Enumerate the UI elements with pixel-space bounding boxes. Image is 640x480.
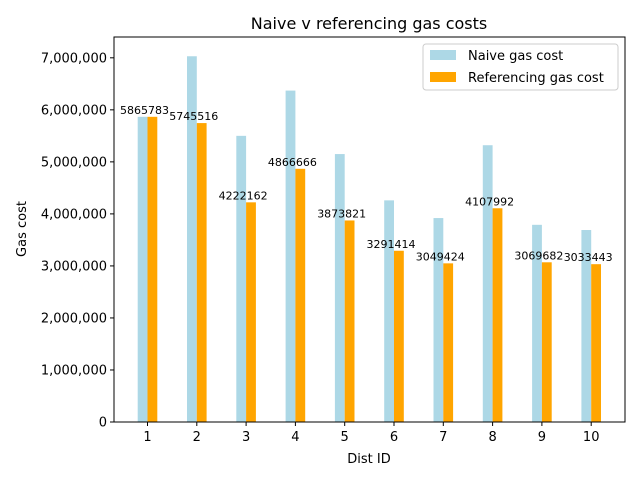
bar-naive-5 — [334, 154, 345, 422]
data-label-8: 4107992 — [465, 195, 514, 208]
bar-referencing-3 — [246, 202, 256, 422]
bar-naive-4 — [285, 90, 296, 422]
x-tick-label-2: 2 — [193, 430, 201, 445]
y-tick-label-2: 2,000,000 — [41, 311, 107, 326]
x-tick-label-8: 8 — [488, 430, 496, 445]
bar-naive-9 — [532, 224, 542, 422]
x-tick-label-7: 7 — [439, 430, 447, 445]
bar-naive-3 — [236, 135, 247, 422]
legend-label-naive: Naive gas cost — [468, 49, 563, 64]
bar-referencing-4 — [295, 168, 306, 422]
y-tick-label-1: 1,000,000 — [41, 363, 107, 378]
data-label-1: 5865783 — [120, 104, 169, 117]
x-tick-label-9: 9 — [538, 430, 546, 445]
data-label-7: 3049424 — [416, 250, 465, 263]
bar-naive-1 — [137, 116, 148, 422]
bar-naive-7 — [433, 218, 444, 422]
bar-referencing-10 — [591, 264, 601, 422]
y-tick-label-3: 3,000,000 — [41, 259, 107, 274]
bar-naive-2 — [187, 56, 197, 422]
y-tick-label-4: 4,000,000 — [41, 207, 107, 222]
bar-naive-6 — [384, 200, 394, 422]
data-label-4: 4866666 — [268, 156, 317, 169]
y-axis-label: Gas cost — [15, 201, 30, 257]
legend: Naive gas cost Referencing gas cost — [422, 43, 619, 91]
y-tick-label-0: 0 — [99, 416, 107, 431]
bar-referencing-2 — [196, 123, 207, 422]
x-axis: 1 2 3 4 5 6 7 8 9 10 — [143, 422, 599, 445]
x-tick-label-3: 3 — [242, 430, 250, 445]
bar-naive-10 — [581, 230, 592, 422]
x-tick-label-4: 4 — [291, 430, 299, 445]
legend-label-referencing: Referencing gas cost — [468, 71, 604, 86]
bar-referencing-7 — [443, 263, 454, 422]
plot-frame — [113, 36, 626, 423]
x-tick-label-1: 1 — [143, 430, 151, 445]
bars-group — [137, 56, 601, 422]
y-tick-label-6: 6,000,000 — [41, 103, 107, 118]
y-tick-label-5: 5,000,000 — [41, 155, 107, 170]
bar-naive-8 — [482, 145, 493, 422]
x-tick-label-5: 5 — [341, 430, 349, 445]
bar-referencing-8 — [492, 208, 503, 422]
data-label-6: 3291414 — [367, 238, 416, 251]
x-tick-label-10: 10 — [583, 430, 600, 445]
data-label-5: 3873821 — [317, 207, 366, 220]
bar-referencing-6 — [394, 250, 404, 422]
legend-swatch-referencing — [430, 72, 456, 82]
y-tick-label-7: 7,000,000 — [41, 51, 107, 66]
y-axis: 0 1,000,000 2,000,000 3,000,000 4,000,000 5,0… — [41, 51, 114, 431]
data-labels-group: 5865783 5745516 4222162 4866666 3873821 32914… — [120, 104, 613, 264]
data-label-9: 3069682 — [514, 249, 563, 262]
bar-referencing-1 — [147, 116, 158, 422]
data-label-3: 4222162 — [219, 189, 268, 202]
x-axis-label: Dist ID — [347, 452, 390, 467]
data-label-10: 3033443 — [564, 251, 613, 264]
x-tick-label-6: 6 — [390, 430, 398, 445]
chart-title: Naive v referencing gas costs — [251, 14, 487, 33]
bar-referencing-5 — [344, 220, 355, 422]
bar-referencing-9 — [541, 262, 552, 422]
legend-swatch-naive — [430, 50, 456, 60]
legend-box — [422, 43, 619, 91]
data-label-2: 5745516 — [169, 110, 218, 123]
